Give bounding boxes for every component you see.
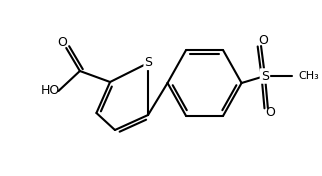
Text: O: O xyxy=(258,34,268,48)
Text: O: O xyxy=(57,36,67,49)
Text: O: O xyxy=(265,106,275,120)
Text: HO: HO xyxy=(41,84,60,98)
Text: CH₃: CH₃ xyxy=(298,71,319,81)
Text: S: S xyxy=(144,56,152,70)
Text: S: S xyxy=(261,70,269,83)
